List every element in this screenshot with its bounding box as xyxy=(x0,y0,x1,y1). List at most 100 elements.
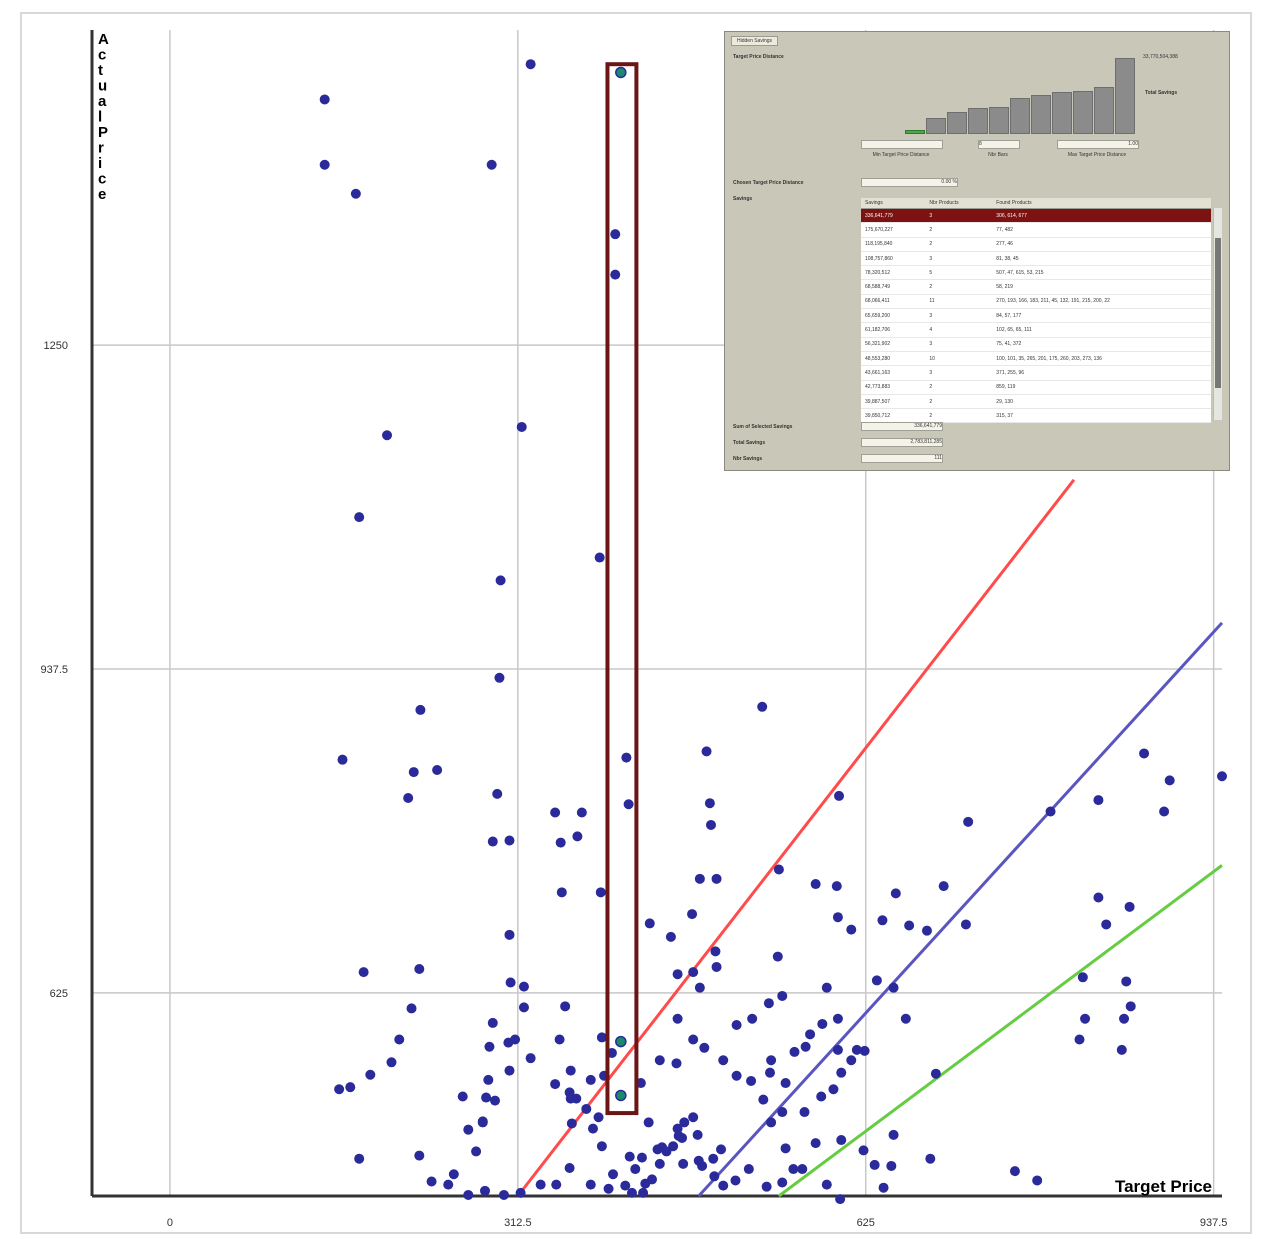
table-cell: 61,182,706 xyxy=(861,322,926,338)
data-point xyxy=(773,864,784,875)
data-point xyxy=(443,1179,454,1190)
histogram-bar[interactable] xyxy=(926,118,946,134)
histogram-bar[interactable] xyxy=(1052,91,1072,134)
data-point xyxy=(671,1058,682,1069)
table-row[interactable]: 39,850,712 2 315, 37 xyxy=(861,408,1211,424)
table-cell: 65,659,200 xyxy=(861,308,926,324)
max-distance-label: Max Target Price Distance xyxy=(1067,152,1127,158)
table-row[interactable]: 65,659,200 3 84, 57, 177 xyxy=(861,308,1211,324)
data-point xyxy=(828,1084,839,1095)
data-point xyxy=(403,793,414,804)
data-point xyxy=(518,981,529,992)
y-tick-label: 625 xyxy=(50,988,68,1000)
tab-hidden-savings[interactable]: Hidden Savings xyxy=(731,36,779,46)
total-savings-field: 2,783,811,285 xyxy=(861,438,943,447)
table-cell: 100, 101, 35, 265, 201, 175, 260, 203, 2… xyxy=(992,351,1211,367)
column-header[interactable]: Savings xyxy=(861,198,926,209)
table-row[interactable]: 43,661,163 3 371, 255, 96 xyxy=(861,365,1211,381)
data-point xyxy=(672,1013,683,1024)
scrollbar-thumb[interactable] xyxy=(1215,238,1221,388)
data-point xyxy=(334,1084,345,1095)
histogram-bar[interactable] xyxy=(1094,87,1114,134)
data-point xyxy=(731,1070,742,1081)
data-point xyxy=(564,1163,575,1174)
table-cell: 11 xyxy=(925,294,993,310)
table-row[interactable]: 48,553,280 10 100, 101, 35, 265, 201, 175,… xyxy=(861,351,1211,367)
data-point xyxy=(1093,892,1104,903)
data-point xyxy=(888,1129,899,1140)
histogram-bar[interactable] xyxy=(905,130,925,134)
data-point xyxy=(638,1187,649,1198)
distance-histogram[interactable] xyxy=(905,54,1137,134)
data-point xyxy=(608,1169,619,1180)
table-row[interactable]: 108,757,860 3 81, 38, 45 xyxy=(861,251,1211,267)
data-point xyxy=(859,1045,870,1056)
data-point xyxy=(692,1129,703,1140)
data-point xyxy=(1093,795,1104,806)
data-point xyxy=(365,1069,376,1080)
column-header[interactable]: Nbr Products xyxy=(925,198,993,209)
data-point xyxy=(731,1019,742,1030)
data-point xyxy=(816,1091,827,1102)
chosen-distance-field[interactable]: 0.00 % xyxy=(861,178,958,187)
table-row[interactable]: 78,320,512 5 507, 47, 615, 53, 215 xyxy=(861,265,1211,281)
table-row[interactable]: 175,670,227 2 77, 482 xyxy=(861,222,1211,238)
histogram-bar[interactable] xyxy=(1010,98,1030,134)
nbr-bars-spinner[interactable]: 8 xyxy=(978,140,1020,149)
table-row[interactable]: 118,195,840 2 277, 46 xyxy=(861,237,1211,252)
data-point xyxy=(718,1180,729,1191)
table-row[interactable]: 68,588,749 2 58, 219 xyxy=(861,279,1211,295)
min-distance-input[interactable] xyxy=(861,140,943,149)
table-row[interactable]: 39,887,507 2 29, 130 xyxy=(861,394,1211,410)
max-distance-input[interactable]: 1.00 xyxy=(1057,140,1139,149)
column-header[interactable]: Found Products xyxy=(992,198,1211,209)
data-point xyxy=(596,1141,607,1152)
table-row[interactable]: 336,641,779 3 306, 614, 677 xyxy=(861,208,1211,224)
data-point xyxy=(780,1078,791,1089)
data-point xyxy=(626,1187,637,1198)
highlighted-point xyxy=(615,66,627,79)
data-point xyxy=(846,924,857,935)
table-scrollbar[interactable] xyxy=(1213,208,1222,420)
histogram-bar[interactable] xyxy=(947,112,967,134)
histogram-bar[interactable] xyxy=(968,108,988,134)
data-point xyxy=(938,881,949,892)
data-point xyxy=(678,1158,689,1169)
table-row[interactable]: 56,321,902 3 75, 41, 372 xyxy=(861,337,1211,352)
data-point xyxy=(710,946,721,957)
histogram-bar[interactable] xyxy=(989,107,1009,134)
data-point xyxy=(699,1042,710,1053)
data-point xyxy=(821,1179,832,1190)
data-point xyxy=(504,929,515,940)
histogram-bar[interactable] xyxy=(1031,95,1051,134)
data-point xyxy=(414,964,425,975)
data-point xyxy=(730,1175,741,1186)
data-point xyxy=(585,1074,596,1085)
data-point xyxy=(594,552,605,563)
bar-top-value: 33,770,504,388 xyxy=(1143,54,1178,60)
data-point xyxy=(877,915,888,926)
data-point xyxy=(766,1055,777,1066)
data-point xyxy=(810,1138,821,1149)
table-row[interactable]: 61,182,706 4 102, 65, 65, 111 xyxy=(861,322,1211,338)
data-point xyxy=(408,767,419,778)
selection-box[interactable] xyxy=(605,62,639,1116)
histogram-bar[interactable] xyxy=(1073,91,1093,134)
data-point xyxy=(1080,1013,1091,1024)
histogram-bar[interactable] xyxy=(1115,57,1135,134)
table-row[interactable]: 42,773,883 2 859, 119 xyxy=(861,380,1211,395)
data-point xyxy=(1217,771,1227,782)
data-point xyxy=(636,1152,647,1163)
data-point xyxy=(1116,1044,1127,1055)
data-point xyxy=(518,1002,529,1013)
data-point xyxy=(386,1057,397,1068)
table-row[interactable]: 68,066,411 11 270, 193, 166, 183, 211, 45,… xyxy=(861,294,1211,310)
table-cell: 4 xyxy=(925,322,993,338)
reference-lines xyxy=(516,478,1224,1198)
data-point xyxy=(551,1179,562,1190)
data-point xyxy=(871,975,882,986)
data-point xyxy=(555,837,566,848)
data-point xyxy=(587,1123,598,1134)
table-cell: 175,670,227 xyxy=(861,222,926,238)
